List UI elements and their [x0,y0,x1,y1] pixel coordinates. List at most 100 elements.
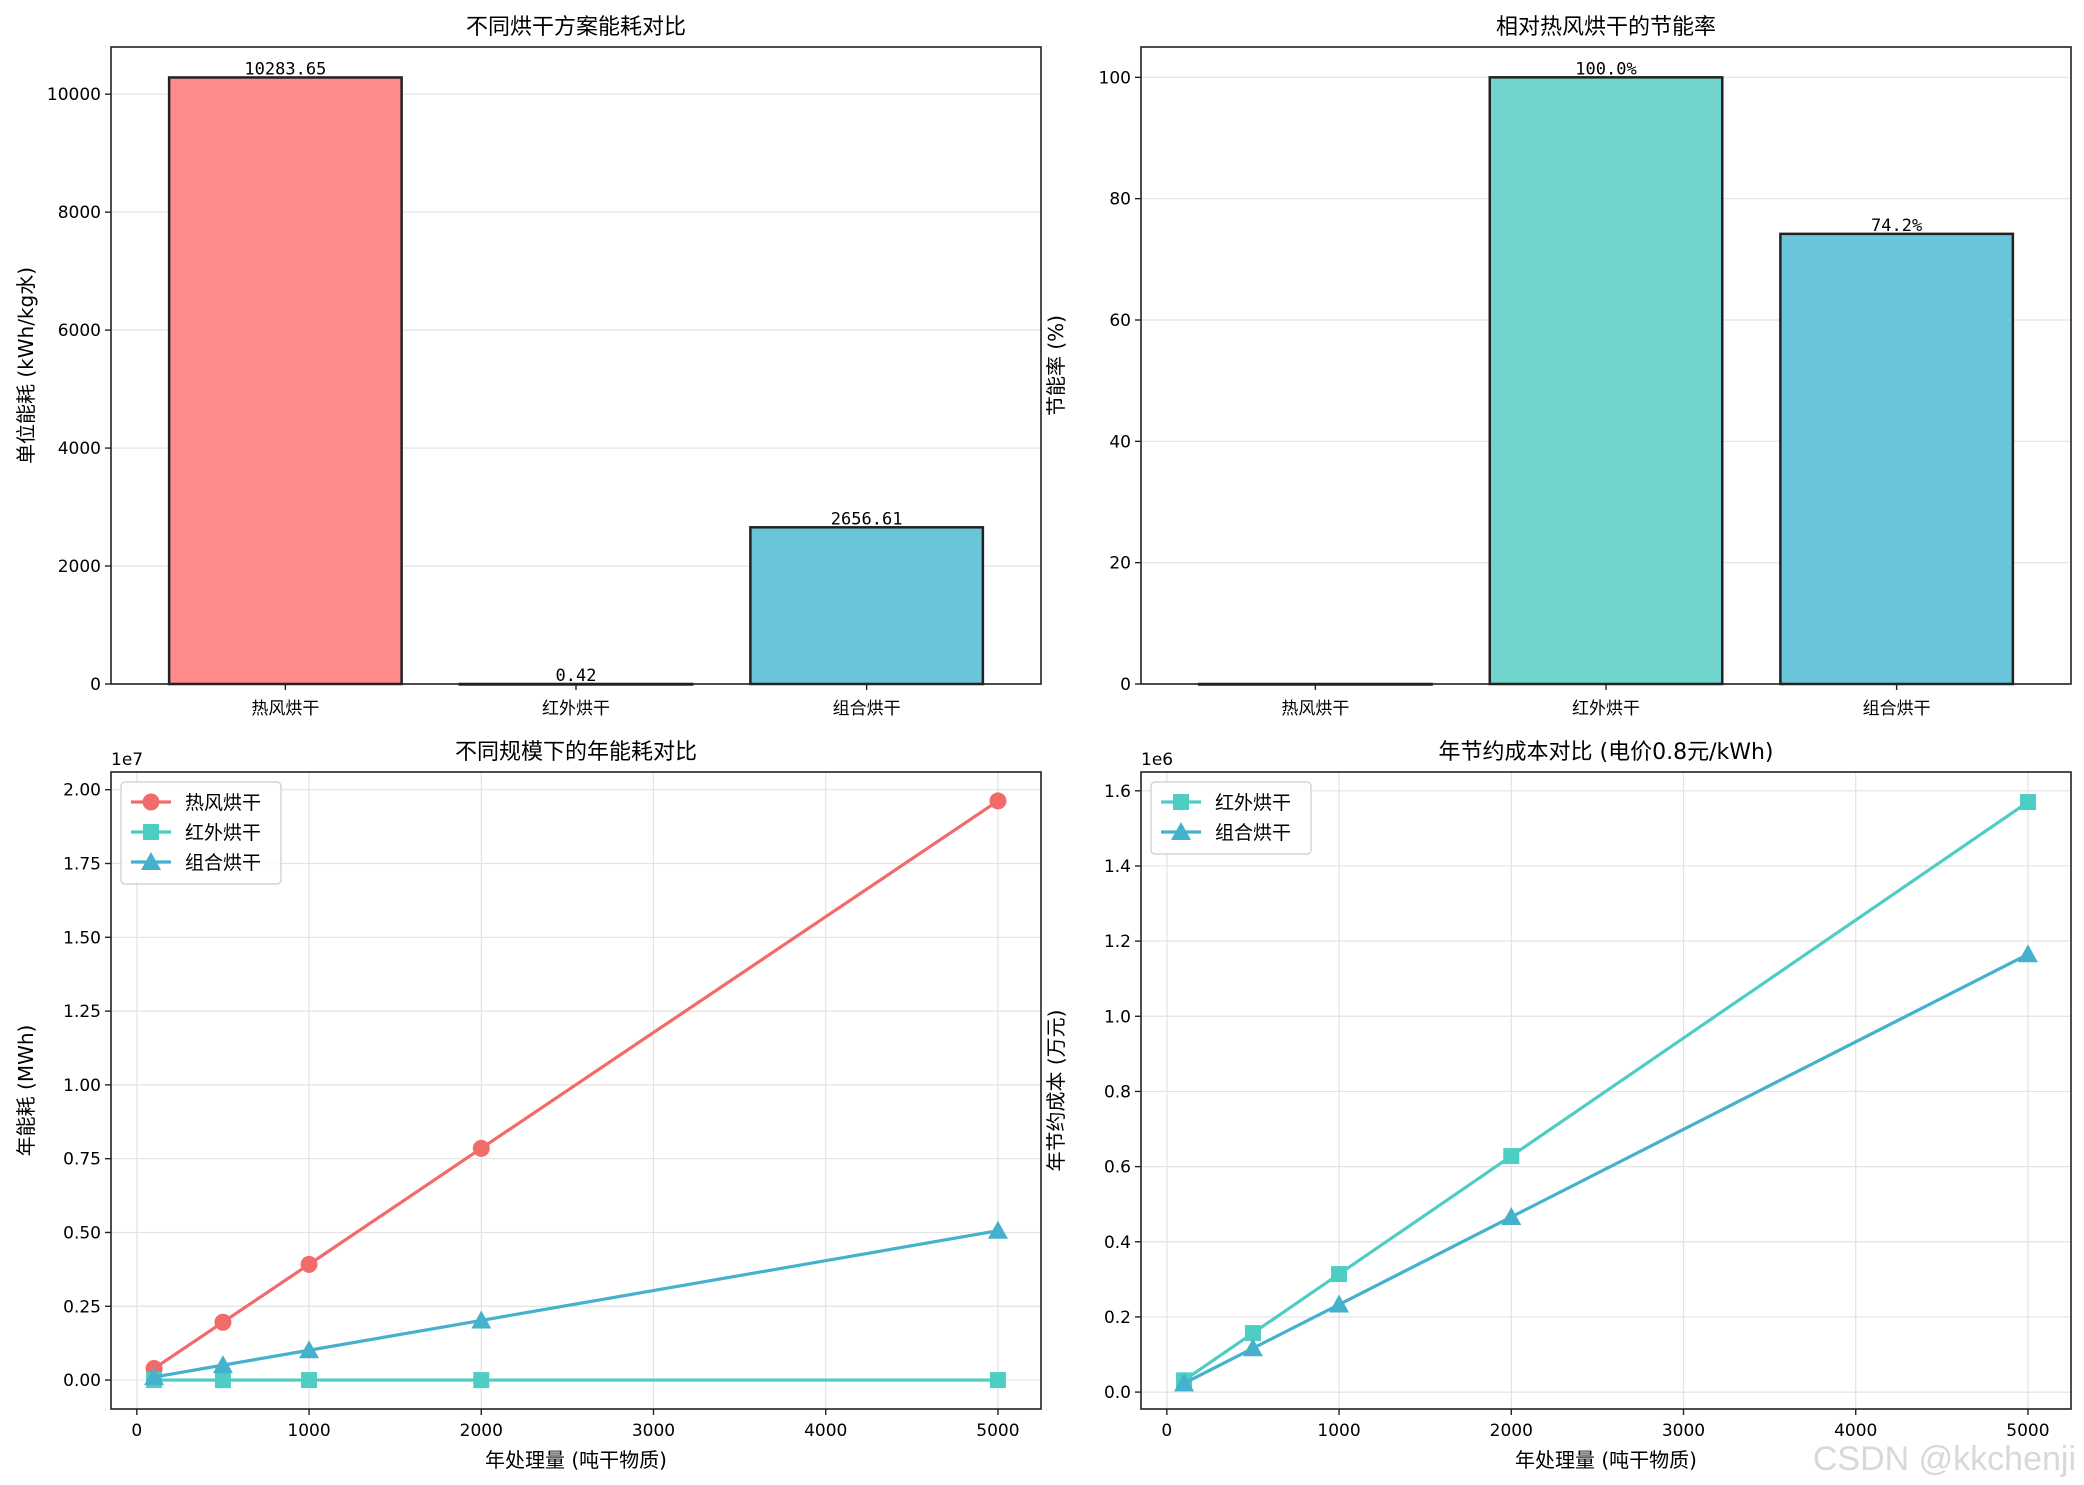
y-tick-label: 1.2 [1104,932,1131,952]
chart-panel-4: 0.0 0.2 0.4 0.6 0.8 1.0 1.2 1.4 1.6 0 1000 2000 3000… [1044,740,2072,1472]
series-1-point [1503,1148,1520,1165]
y-offset-label: 1e6 [1141,750,1173,770]
series-2-point [1242,1338,1263,1357]
y-axis-label: 节能率 (%) [1044,315,1068,416]
y-tick-label: 1.50 [63,928,101,948]
bar-3 [1779,232,2015,686]
bar-value-label: 0.42 [556,666,597,686]
y-axis-label: 年节约成本 (万元) [1044,1010,1068,1172]
series-line-3 [153,1229,999,1379]
y-tick-label: 0 [1120,675,1131,695]
x-tick-label: 组合烘干 [833,699,901,719]
series-3-point [987,1220,1008,1239]
series-line-2 [1183,952,2029,1385]
legend-entry: 红外烘干 [185,822,261,844]
chart-title: 不同规模下的年能耗对比 [455,740,697,765]
plot-frame [1140,771,2072,1410]
series-2-point [989,1372,1006,1389]
x-tick-label: 0 [131,1421,142,1441]
series-1-point [1331,1266,1348,1283]
watermark: CSDN @kkchenji [1812,1440,2076,1478]
y-tick-label: 0 [90,675,101,695]
x-tick-label: 5000 [2006,1421,2049,1441]
series-1-point [300,1255,318,1273]
y-tick-label: 0.00 [63,1371,101,1391]
plot-frame [110,771,1042,1410]
legend-entry: 组合烘干 [1215,822,1291,844]
bar-value-label: 10283.65 [244,59,326,79]
y-tick-label: 20 [1109,554,1131,574]
bar-value-label: 100.0% [1575,59,1636,79]
y-offset-label: 1e7 [111,750,143,770]
y-tick-label: 1.6 [1104,782,1131,802]
y-tick-label: 0.0 [1104,1383,1131,1403]
series-3-point [299,1340,320,1359]
series-1-point [1244,1325,1261,1342]
series-2-point [2017,944,2038,963]
x-tick-label: 2000 [460,1421,503,1441]
legend-marker [143,824,159,840]
x-tick-label: 4000 [804,1421,847,1441]
chart-panel-1: 10283.65 0.42 2656.61 0 2000 4000 6000 8000 1000… [14,15,1042,719]
x-tick-label: 5000 [976,1421,1019,1441]
y-tick-label: 60 [1109,311,1131,331]
x-axis-label: 年处理量 (吨干物质) [485,1448,667,1472]
y-tick-label: 80 [1109,190,1131,210]
y-tick-label: 1.00 [63,1076,101,1096]
series-1-point [472,1139,490,1157]
x-tick-label: 组合烘干 [1863,699,1931,719]
legend-box [120,781,282,885]
bar-1 [167,76,403,686]
series-1-point [214,1313,232,1331]
legend-entry: 热风烘干 [185,792,261,814]
x-tick-label: 4000 [1834,1421,1877,1441]
y-tick-label: 6000 [58,321,101,341]
x-tick-label: 0 [1161,1421,1172,1441]
bar-2 [1488,76,1724,686]
legend-marker [1171,822,1191,840]
chart-title: 相对热风烘干的节能率 [1496,15,1716,40]
x-tick-label: 3000 [632,1421,675,1441]
legend-entry: 组合烘干 [185,852,261,874]
chart-title: 年节约成本对比 (电价0.8元/kWh) [1439,740,1774,765]
legend-marker [1173,794,1189,810]
series-2-point [473,1372,490,1389]
y-tick-label: 0.4 [1104,1233,1131,1253]
y-axis-label: 单位能耗 (kWh/kg水) [14,267,38,464]
bar-value-label: 2656.61 [831,509,903,529]
y-tick-label: 10000 [47,85,101,105]
y-tick-label: 2000 [58,557,101,577]
chart-panel-2: 100.0% 74.2% 0 20 40 60 80 100 热风烘干 红外烘干 组合烘干 相对热风烘… [1044,15,2072,719]
y-tick-label: 0.6 [1104,1158,1131,1178]
y-tick-label: 0.8 [1104,1082,1131,1102]
legend-marker [141,852,161,870]
bar-value-label: 74.2% [1871,216,1922,236]
series-2-point [1174,1373,1195,1392]
x-tick-label: 红外烘干 [542,699,610,719]
y-tick-label: 40 [1109,432,1131,452]
x-tick-label: 热风烘干 [251,699,319,719]
series-1-point [2019,794,2036,811]
x-tick-label: 2000 [1490,1421,1533,1441]
series-3-point [212,1355,233,1374]
y-tick-label: 0.25 [63,1297,101,1317]
x-tick-label: 热风烘干 [1281,699,1349,719]
y-tick-label: 0.75 [63,1150,101,1170]
y-tick-label: 8000 [58,203,101,223]
y-tick-label: 1.0 [1104,1007,1131,1027]
y-tick-label: 1.25 [63,1002,101,1022]
x-tick-label: 1000 [287,1421,330,1441]
chart-title: 不同烘干方案能耗对比 [466,15,686,40]
series-3-point [144,1367,165,1386]
legend-entry: 红外烘干 [1215,792,1291,814]
series-2-point [214,1372,231,1389]
bar-3 [749,526,985,686]
legend-marker [142,793,160,811]
series-2-point [301,1372,318,1389]
legend-box [1150,781,1312,855]
y-tick-label: 1.75 [63,855,101,875]
series-2-point [1329,1294,1350,1313]
y-axis-label: 年能耗 (MWh) [14,1025,38,1157]
series-3-point [471,1310,492,1329]
